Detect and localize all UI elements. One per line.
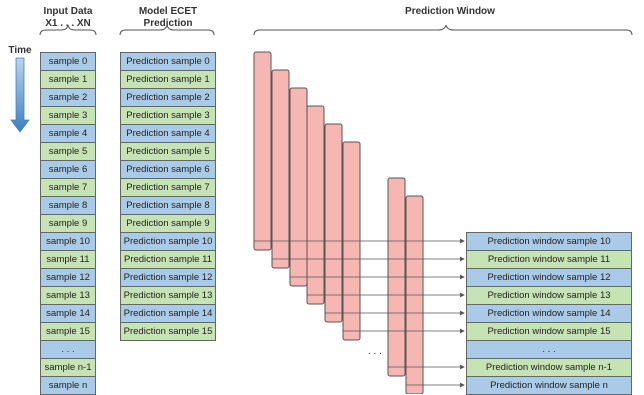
input-sample-cell: sample 0 — [40, 52, 96, 71]
input-sample-cell: sample 8 — [40, 196, 96, 215]
prediction-sample-cell: Prediction sample 2 — [120, 88, 216, 107]
prediction-window-sample-cell: Prediction window sample 14 — [466, 304, 632, 323]
prediction-sample-cell: Prediction sample 9 — [120, 214, 216, 233]
prediction-sample-cell: Prediction sample 4 — [120, 124, 216, 143]
prediction-sample-cell: Prediction sample 15 — [120, 322, 216, 341]
prediction-sample-cell: Prediction sample 3 — [120, 106, 216, 125]
prediction-window-sample-cell: Prediction window sample 10 — [466, 232, 632, 251]
input-sample-cell: sample 4 — [40, 124, 96, 143]
prediction-window-brace — [253, 24, 633, 36]
prediction-sample-cell: Prediction sample 11 — [120, 250, 216, 269]
prediction-window-bar — [306, 105, 325, 305]
prediction-sample-cell: Prediction sample 0 — [120, 52, 216, 71]
prediction-window-sample-cell: . . . — [466, 340, 632, 359]
prediction-window-bar — [289, 87, 308, 287]
prediction-sample-cell: Prediction sample 14 — [120, 304, 216, 323]
prediction-sample-cell: Prediction sample 8 — [120, 196, 216, 215]
input-sample-cell: sample 5 — [40, 142, 96, 161]
prediction-sample-cell: Prediction sample 7 — [120, 178, 216, 197]
prediction-window-sample-cell: Prediction window sample 13 — [466, 286, 632, 305]
input-sample-cell: sample 13 — [40, 286, 96, 305]
input-sample-cell: sample 3 — [40, 106, 96, 125]
time-arrow — [10, 57, 30, 133]
prediction-sample-cell: Prediction sample 6 — [120, 160, 216, 179]
input-sample-cell: sample n-1 — [40, 358, 96, 377]
input-sample-cell: sample 9 — [40, 214, 96, 233]
input-sample-cell: sample 1 — [40, 70, 96, 89]
input-data-title: Input Data — [43, 6, 93, 17]
input-data-subtitle: X1 . . . XN — [45, 18, 91, 29]
prediction-sample-cell: Prediction sample 13 — [120, 286, 216, 305]
prediction-window-header: Prediction Window — [405, 6, 495, 17]
prediction-sample-cell: Prediction sample 10 — [120, 232, 216, 251]
input-sample-cell: sample n — [40, 376, 96, 395]
prediction-window-sample-cell: Prediction window sample 12 — [466, 268, 632, 287]
model-prediction-header: Model ECET Prediction — [120, 6, 216, 30]
input-data-header: Input Data X1 . . . XN — [36, 6, 100, 30]
input-sample-cell: sample 10 — [40, 232, 96, 251]
input-sample-cell: sample 14 — [40, 304, 96, 323]
input-sample-cell: sample 2 — [40, 88, 96, 107]
time-label: Time — [8, 45, 32, 56]
model-prediction-brace — [119, 24, 215, 36]
prediction-window-sample-cell: Prediction window sample 11 — [466, 250, 632, 269]
prediction-window-bar — [271, 69, 290, 269]
input-sample-cell: sample 6 — [40, 160, 96, 179]
prediction-window-sample-cell: Prediction window sample n — [466, 376, 632, 395]
input-sample-cell: sample 11 — [40, 250, 96, 269]
prediction-sample-cell: Prediction sample 5 — [120, 142, 216, 161]
prediction-window-sample-cell: Prediction window sample n-1 — [466, 358, 632, 377]
input-sample-cell: sample 12 — [40, 268, 96, 287]
input-sample-cell: sample 7 — [40, 178, 96, 197]
pink-bars-ellipsis: . . . — [368, 346, 382, 357]
input-sample-cell: . . . — [40, 340, 96, 359]
model-header-line2: Prediction — [143, 18, 193, 29]
prediction-window-bar — [253, 51, 272, 251]
prediction-sample-cell: Prediction sample 12 — [120, 268, 216, 287]
input-sample-cell: sample 15 — [40, 322, 96, 341]
model-header-line1: Model ECET — [138, 6, 198, 17]
prediction-window-sample-cell: Prediction window sample 15 — [466, 322, 632, 341]
prediction-window-bar — [324, 123, 343, 323]
prediction-sample-cell: Prediction sample 1 — [120, 70, 216, 89]
input-data-brace — [39, 24, 97, 36]
